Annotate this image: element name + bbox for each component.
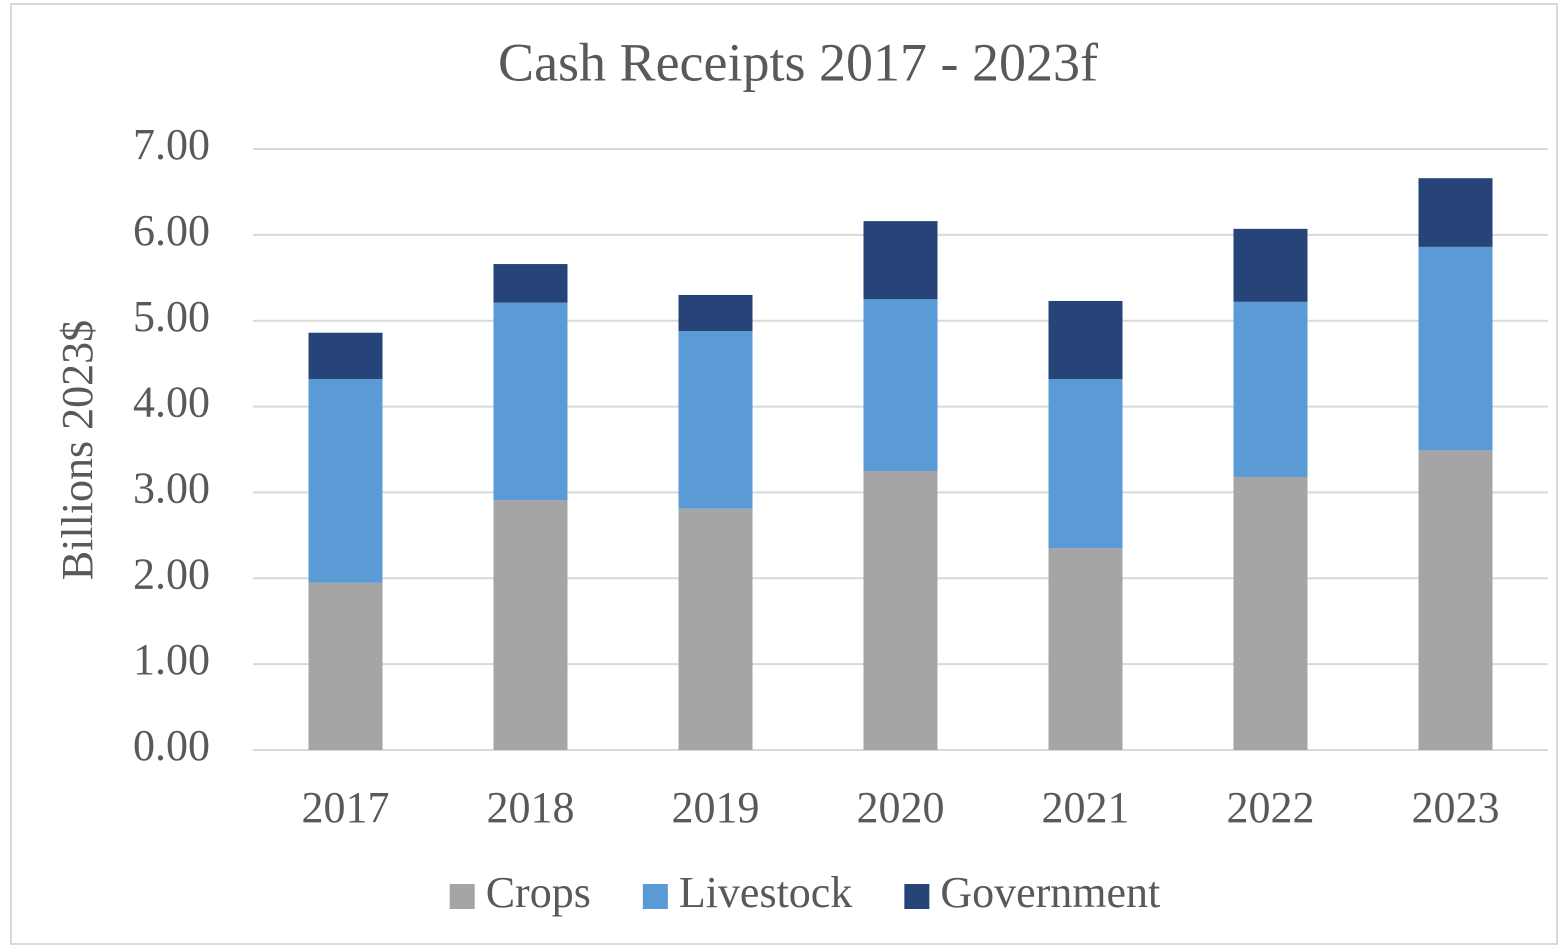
bar-segment	[1233, 476, 1308, 750]
y-tick-label: 3.00	[133, 464, 210, 513]
bar-segment	[1418, 450, 1493, 750]
legend-swatch	[642, 884, 668, 909]
bar-segment	[493, 264, 568, 303]
bar-segment	[1048, 300, 1123, 380]
x-tick-label: 2020	[857, 783, 945, 832]
bar-segment	[863, 470, 938, 750]
bar-segment	[1048, 379, 1123, 549]
y-tick-label: 7.00	[133, 120, 210, 169]
x-tick-label: 2019	[672, 783, 760, 832]
bar-segment	[678, 294, 753, 332]
chart-title: Cash Receipts 2017 - 2023f	[498, 32, 1098, 92]
bar-segment	[493, 302, 568, 501]
bar-segment	[1418, 246, 1493, 451]
legend-label: Government	[940, 868, 1160, 917]
x-tick-label: 2023	[1412, 783, 1500, 832]
bar-segment	[1418, 178, 1493, 247]
legend-label: Livestock	[679, 868, 853, 917]
y-tick-label: 1.00	[133, 635, 210, 684]
bar-segment	[308, 582, 383, 750]
bar-segment	[678, 508, 753, 750]
y-axis-label: Billions 2023$	[53, 320, 102, 580]
y-tick-label: 2.00	[133, 549, 210, 598]
y-tick-label: 6.00	[133, 206, 210, 255]
y-tick-label: 5.00	[133, 292, 210, 341]
bar-segment	[863, 221, 938, 300]
x-tick-label: 2022	[1227, 783, 1315, 832]
bar-segment	[678, 331, 753, 509]
bar-segment	[1048, 548, 1123, 750]
y-tick-label: 4.00	[133, 378, 210, 427]
bar-segment	[308, 379, 383, 583]
x-tick-label: 2021	[1042, 783, 1130, 832]
y-tick-label: 0.00	[133, 721, 210, 770]
bar-segment	[1233, 301, 1308, 477]
legend-label: Crops	[486, 868, 591, 917]
bar-segment	[863, 299, 938, 471]
bar-segment	[308, 332, 383, 380]
legend-swatch	[904, 884, 930, 909]
bar-segment	[1233, 228, 1308, 302]
bar-segment	[493, 500, 568, 750]
x-tick-label: 2017	[302, 783, 390, 832]
chart-border	[10, 3, 1558, 945]
legend-swatch	[449, 884, 475, 909]
x-tick-label: 2018	[487, 783, 575, 832]
